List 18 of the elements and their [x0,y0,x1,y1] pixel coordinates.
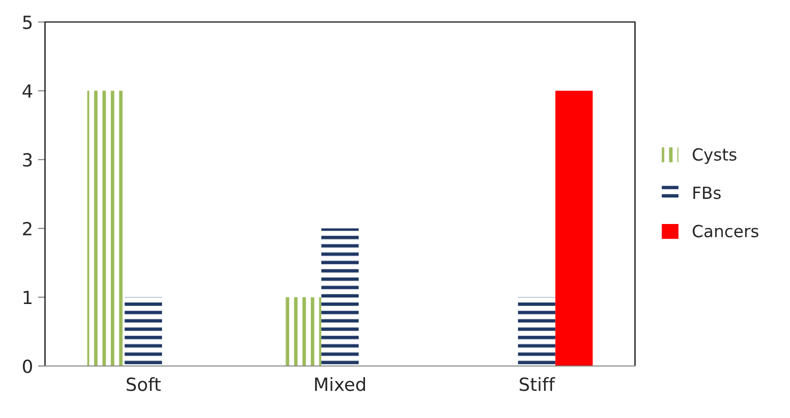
legend-label: FBs [693,186,721,200]
bar [321,228,359,366]
x-tick-label: Stiff [520,377,556,392]
x-tick-label: Soft [126,377,161,392]
y-tick-label: 5 [23,16,32,30]
bar [555,90,593,366]
y-tick-label: 1 [24,290,32,304]
y-tick-label: 0 [22,359,32,374]
legend-label: Cancers [692,224,758,238]
bar [518,297,556,366]
y-tick-label: 3 [23,153,32,167]
x-tick-label: Mixed [315,377,365,392]
y-tick-label: 2 [23,222,32,236]
bar [87,90,125,366]
bar [284,297,322,366]
y-tick-label: 4 [22,84,32,98]
legend-label: Cysts [692,148,736,164]
bar [124,297,162,366]
